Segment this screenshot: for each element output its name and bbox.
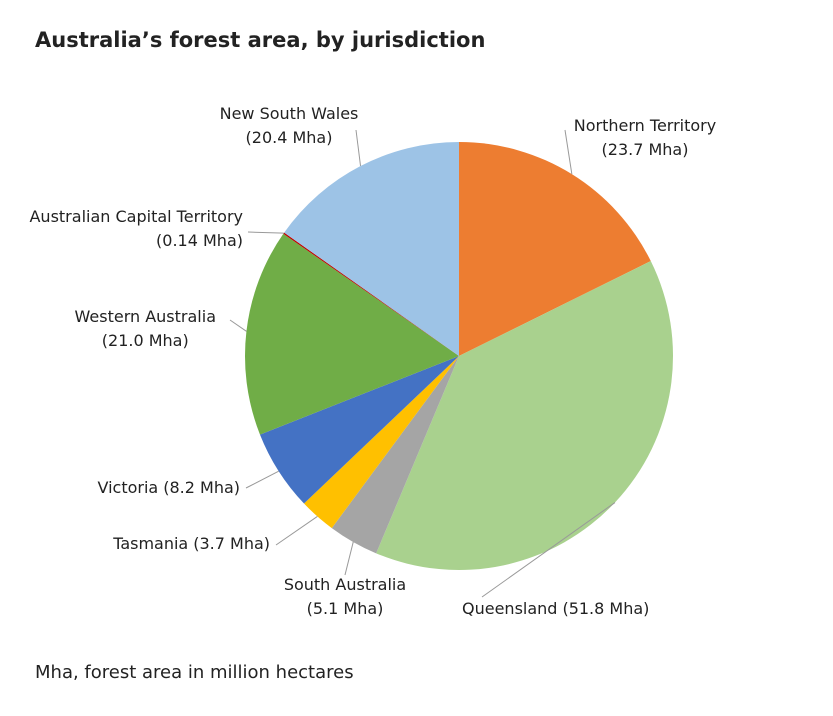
leader-line (245, 470, 279, 489)
value-label: (3.7 Mha) (193, 534, 270, 553)
leader-line (247, 231, 284, 234)
leader-line (229, 319, 247, 332)
leader-line (355, 129, 362, 167)
leader-line (564, 129, 573, 175)
chart-title: Australia’s forest area, by jurisdiction (35, 28, 486, 52)
category-label: Western Australia (74, 307, 216, 326)
category-label: New South Wales (219, 104, 359, 123)
pie-slice (259, 356, 459, 504)
pie-slice (284, 142, 459, 356)
slice-label: Tasmania (3.7 Mha) (113, 532, 270, 556)
category-label: Northern Territory (573, 116, 717, 135)
value-label: (23.7 Mha) (601, 140, 689, 159)
slice-label: Western Australia (21.0 Mha) (75, 305, 216, 353)
slice-label: South Australia (5.1 Mha) (225, 573, 465, 621)
pie-slice (283, 232, 459, 356)
value-label: (0.14 Mha) (156, 231, 243, 250)
slice-label: Victoria (8.2 Mha) (98, 476, 241, 500)
category-label: Tasmania (113, 534, 189, 553)
pie-slice (459, 142, 651, 356)
slice-label: Australian Capital Territory (0.14 Mha) (29, 205, 243, 253)
category-label: South Australia (283, 575, 407, 594)
pie-slice (245, 233, 459, 435)
slice-label: Northern Territory (23.7 Mha) (525, 114, 765, 162)
category-label: Queensland (462, 599, 558, 618)
leader-line (481, 502, 616, 598)
category-label: Australian Capital Territory (29, 207, 243, 226)
leader-line (344, 541, 354, 576)
value-label: (5.1 Mha) (306, 599, 384, 618)
pie-slice (376, 261, 673, 570)
leader-line (275, 516, 318, 546)
pie-slice (331, 356, 459, 554)
value-label: (21.0 Mha) (101, 331, 189, 350)
value-label: (20.4 Mha) (245, 128, 333, 147)
category-label: Victoria (97, 478, 159, 497)
value-label: (8.2 Mha) (163, 478, 240, 497)
slice-label: New South Wales (20.4 Mha) (169, 102, 409, 150)
slice-label: Queensland (51.8 Mha) (462, 597, 649, 621)
footnote: Mha, forest area in million hectares (35, 662, 354, 683)
pie-slice (304, 356, 459, 529)
value-label: (51.8 Mha) (562, 599, 650, 618)
